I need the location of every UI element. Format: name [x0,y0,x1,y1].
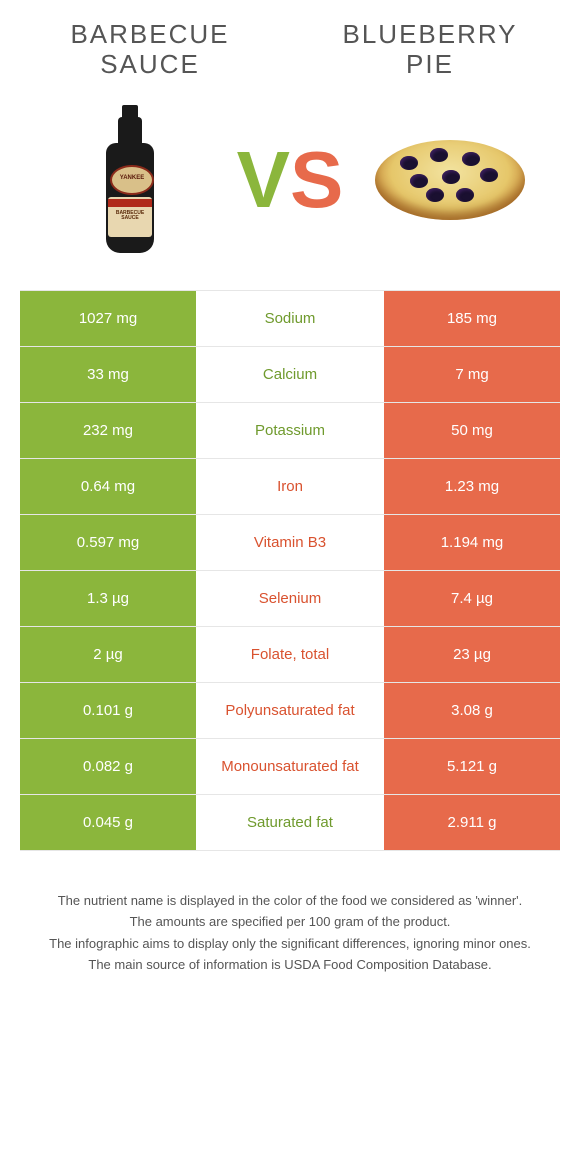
nutrient-name: Potassium [198,403,382,458]
vs-s: S [290,135,343,224]
left-value: 0.101 g [20,683,198,738]
right-value: 23 µg [382,627,560,682]
left-food-title: Barbecue sauce [50,20,250,80]
comparison-infographic: Barbecue sauce Blueberry pie VS 1027 mgS… [0,0,580,1017]
right-food-image [370,100,530,260]
right-title-line1: Blueberry [342,19,517,49]
table-row: 0.082 gMonounsaturated fat5.121 g [20,739,560,795]
nutrient-name: Polyunsaturated fat [198,683,382,738]
table-row: 0.64 mgIron1.23 mg [20,459,560,515]
barbecue-sauce-bottle-icon [100,105,160,255]
footer-line: The nutrient name is displayed in the co… [40,891,540,911]
footer-notes: The nutrient name is displayed in the co… [20,851,560,987]
right-value: 2.911 g [382,795,560,850]
left-value: 1027 mg [20,291,198,346]
right-food-title: Blueberry pie [330,20,530,80]
left-value: 0.597 mg [20,515,198,570]
left-value: 1.3 µg [20,571,198,626]
left-title-line2: sauce [100,49,200,79]
right-value: 7 mg [382,347,560,402]
left-food-image [50,100,210,260]
table-row: 1027 mgSodium185 mg [20,291,560,347]
footer-line: The infographic aims to display only the… [40,934,540,954]
footer-line: The main source of information is USDA F… [40,955,540,975]
nutrient-name: Selenium [198,571,382,626]
nutrient-name: Calcium [198,347,382,402]
left-value: 232 mg [20,403,198,458]
table-row: 0.597 mgVitamin B31.194 mg [20,515,560,571]
left-title-line1: Barbecue [70,19,229,49]
right-value: 185 mg [382,291,560,346]
nutrient-name: Iron [198,459,382,514]
right-value: 1.23 mg [382,459,560,514]
nutrient-name: Sodium [198,291,382,346]
nutrient-name: Saturated fat [198,795,382,850]
table-row: 33 mgCalcium7 mg [20,347,560,403]
left-value: 0.045 g [20,795,198,850]
nutrition-table: 1027 mgSodium185 mg33 mgCalcium7 mg232 m… [20,290,560,851]
vs-v: V [237,135,290,224]
table-row: 0.101 gPolyunsaturated fat3.08 g [20,683,560,739]
vs-label: VS [237,140,344,220]
nutrient-name: Monounsaturated fat [198,739,382,794]
table-row: 2 µgFolate, total23 µg [20,627,560,683]
table-row: 232 mgPotassium50 mg [20,403,560,459]
left-value: 0.082 g [20,739,198,794]
titles-row: Barbecue sauce Blueberry pie [20,20,560,80]
footer-line: The amounts are specified per 100 gram o… [40,912,540,932]
right-value: 1.194 mg [382,515,560,570]
blueberry-pie-icon [370,130,530,230]
right-title-line2: pie [406,49,454,79]
table-row: 0.045 gSaturated fat2.911 g [20,795,560,851]
table-row: 1.3 µgSelenium7.4 µg [20,571,560,627]
nutrient-name: Vitamin B3 [198,515,382,570]
left-value: 33 mg [20,347,198,402]
left-value: 2 µg [20,627,198,682]
left-value: 0.64 mg [20,459,198,514]
images-row: VS [20,80,560,290]
right-value: 3.08 g [382,683,560,738]
right-value: 5.121 g [382,739,560,794]
right-value: 7.4 µg [382,571,560,626]
nutrient-name: Folate, total [198,627,382,682]
right-value: 50 mg [382,403,560,458]
